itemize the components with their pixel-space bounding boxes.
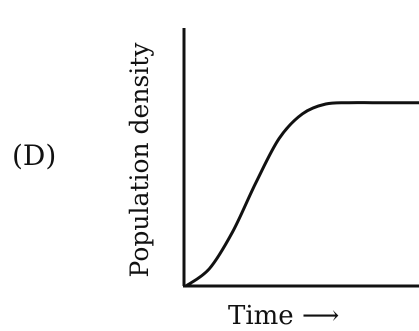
panel-label: (D): [12, 139, 56, 172]
x-axis-label: Time ⟶: [228, 301, 339, 331]
y-axis-label: Population density: [125, 42, 154, 278]
series-line: [184, 101, 419, 288]
